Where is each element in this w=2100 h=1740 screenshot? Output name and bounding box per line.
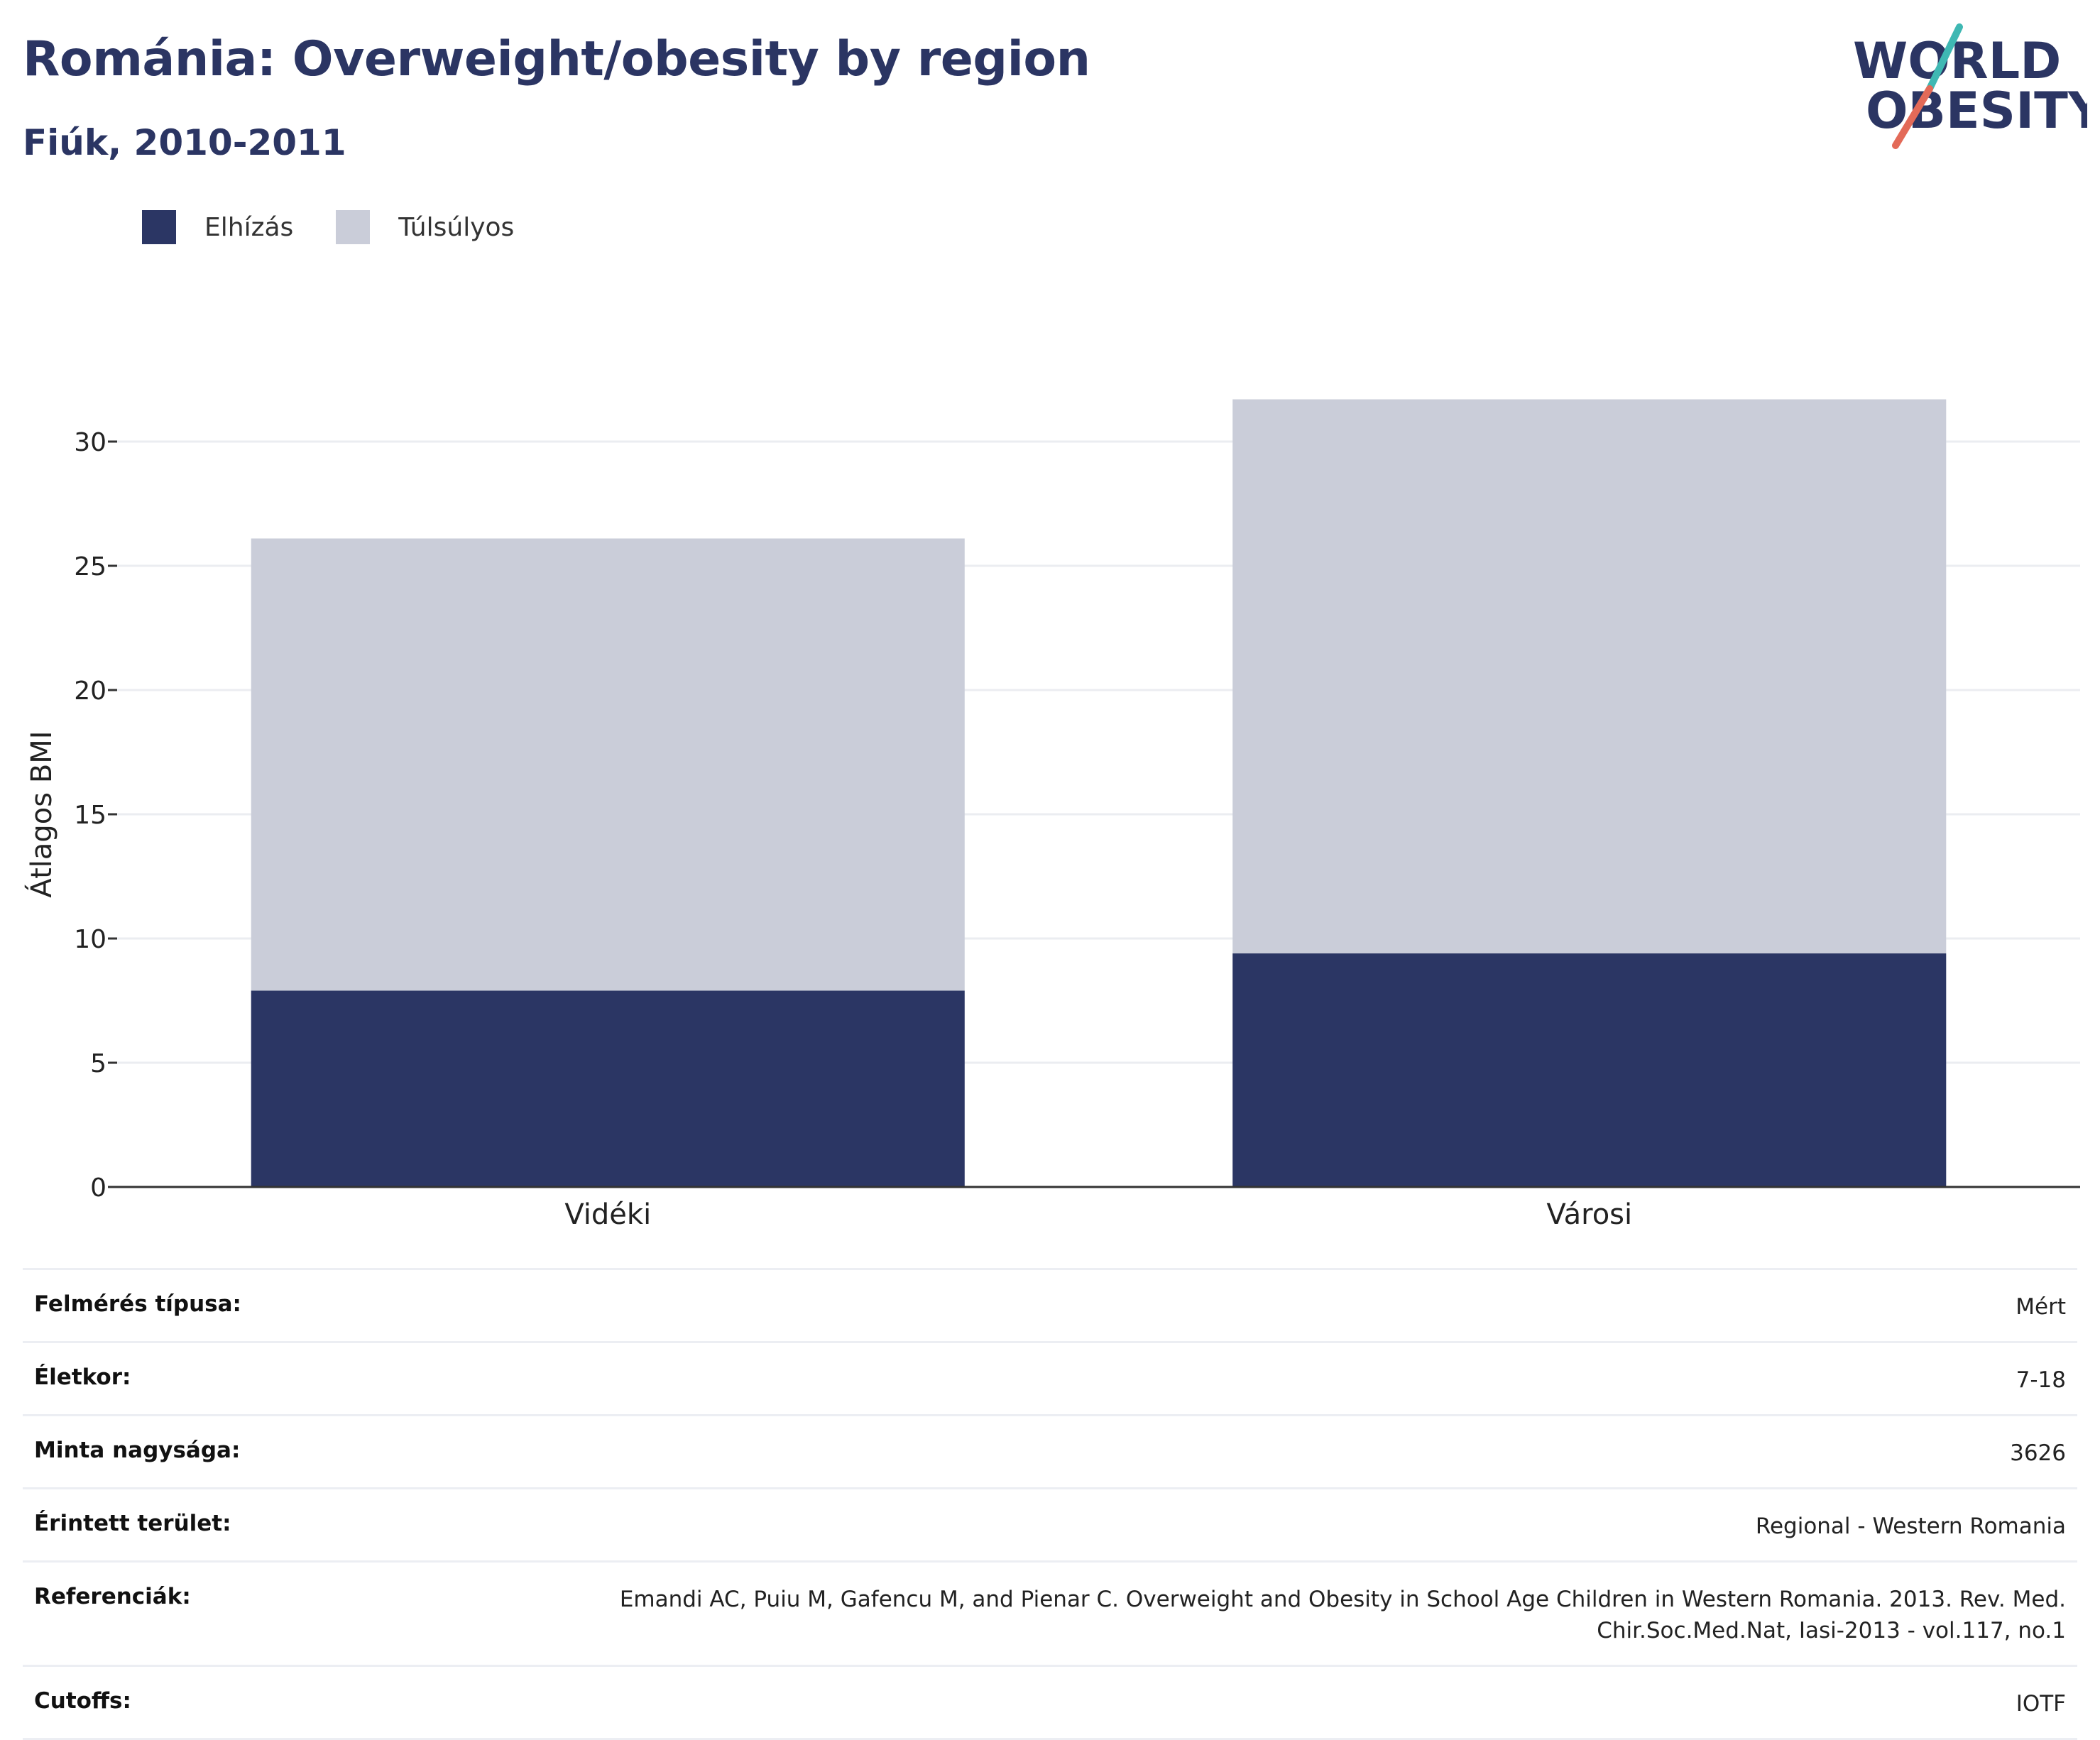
meta-row-cutoffs: Cutoffs: IOTF: [23, 1665, 2077, 1740]
meta-value: Regional - Western Romania: [1755, 1514, 2066, 1540]
meta-value: Emandi AC, Puiu M, Gafencu M, and Pienar…: [619, 1587, 2066, 1644]
world-obesity-logo: WORLD OBESITY: [1853, 23, 2087, 149]
meta-row-sample-size: Minta nagysága: 3626: [23, 1414, 2077, 1487]
bar-vidéki-series-0: [251, 990, 965, 1187]
metadata-table: Felmérés típusa: Mért Életkor: 7-18 Mint…: [23, 1268, 2077, 1740]
legend-item-overweight[interactable]: Túlsúlyos: [336, 210, 514, 244]
y-tick-label: 0: [90, 1173, 106, 1203]
meta-value: 3626: [2010, 1440, 2066, 1467]
y-tick-label: 20: [74, 677, 106, 706]
logo-text-obesity: OBESITY: [1866, 82, 2087, 140]
meta-row-age: Életkor: 7-18: [23, 1341, 2077, 1414]
bar-chart: 0 5 10 15 20 25 30 Átlagos BMI Vidéki Városi: [24, 399, 2080, 1231]
logo-text-world: WORLD: [1853, 32, 2061, 90]
meta-row-survey-type: Felmérés típusa: Mért: [23, 1268, 2077, 1341]
y-tick-label: 10: [74, 925, 106, 954]
y-tick-label: 5: [90, 1049, 106, 1078]
bar-városi-series-1: [1232, 399, 1947, 953]
y-tick-label: 25: [74, 552, 106, 581]
x-tick-label: Városi: [1546, 1198, 1632, 1231]
meta-label: Érintett terület:: [34, 1511, 231, 1537]
logo-slash-teal: [1926, 23, 1963, 92]
y-tick-label: 30: [74, 428, 106, 457]
legend-label-obesity: Elhízás: [204, 212, 294, 242]
meta-row-references: Referenciák: Emandi AC, Puiu M, Gafencu …: [23, 1560, 2077, 1665]
chart-legend: Elhízás Túlsúlyos: [142, 210, 557, 244]
meta-label: Felmérés típusa:: [34, 1291, 241, 1317]
legend-item-obesity[interactable]: Elhízás: [142, 210, 293, 244]
meta-label: Minta nagysága:: [34, 1438, 241, 1464]
logo-slash-coral: [1892, 85, 1933, 149]
meta-label: Referenciák:: [34, 1584, 191, 1610]
meta-value: Mért: [2016, 1294, 2066, 1320]
meta-label: Életkor:: [34, 1364, 131, 1391]
chart-title: Románia: Overweight/obesity by region: [23, 31, 1090, 87]
meta-value: IOTF: [2016, 1691, 2066, 1717]
meta-value: 7-18: [2016, 1367, 2066, 1394]
legend-swatch-obesity: [142, 210, 176, 244]
legend-label-overweight: Túlsúlyos: [398, 212, 515, 242]
chart-subtitle: Fiúk, 2010-2011: [23, 122, 346, 163]
meta-row-area: Érintett terület: Regional - Western Rom…: [23, 1487, 2077, 1560]
y-tick-label: 15: [74, 801, 106, 830]
legend-swatch-overweight: [336, 210, 371, 244]
bar-vidéki-series-1: [251, 538, 965, 991]
bar-városi-series-0: [1232, 953, 1947, 1187]
meta-label: Cutoffs:: [34, 1688, 131, 1714]
y-axis-label: Átlagos BMI: [24, 731, 58, 897]
x-tick-label: Vidéki: [564, 1198, 651, 1231]
